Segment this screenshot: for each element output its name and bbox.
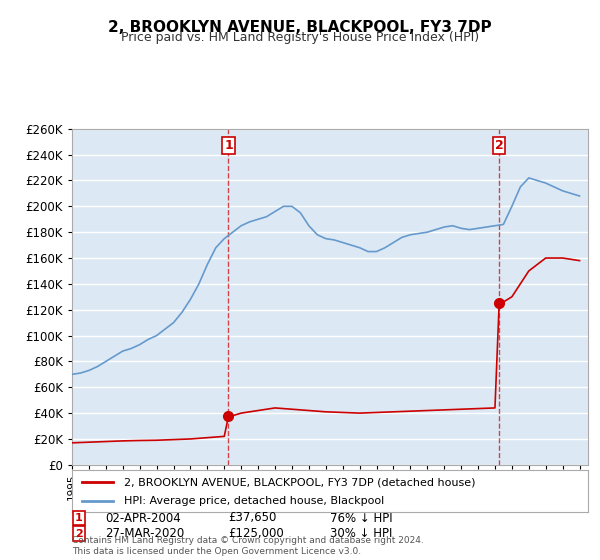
Text: £125,000: £125,000: [228, 527, 284, 540]
Text: 76% ↓ HPI: 76% ↓ HPI: [330, 511, 392, 525]
Text: 2: 2: [495, 139, 503, 152]
Text: 2, BROOKLYN AVENUE, BLACKPOOL, FY3 7DP (detached house): 2, BROOKLYN AVENUE, BLACKPOOL, FY3 7DP (…: [124, 477, 475, 487]
Text: 2: 2: [75, 529, 83, 539]
Text: 02-APR-2004: 02-APR-2004: [105, 511, 181, 525]
Text: 2, BROOKLYN AVENUE, BLACKPOOL, FY3 7DP: 2, BROOKLYN AVENUE, BLACKPOOL, FY3 7DP: [108, 20, 492, 35]
Text: 1: 1: [224, 139, 233, 152]
Text: 1: 1: [75, 513, 83, 523]
Text: 27-MAR-2020: 27-MAR-2020: [105, 527, 184, 540]
Text: HPI: Average price, detached house, Blackpool: HPI: Average price, detached house, Blac…: [124, 496, 384, 506]
Text: £37,650: £37,650: [228, 511, 277, 525]
Text: 30% ↓ HPI: 30% ↓ HPI: [330, 527, 392, 540]
Text: Price paid vs. HM Land Registry's House Price Index (HPI): Price paid vs. HM Land Registry's House …: [121, 31, 479, 44]
Text: Contains HM Land Registry data © Crown copyright and database right 2024.
This d: Contains HM Land Registry data © Crown c…: [72, 536, 424, 556]
